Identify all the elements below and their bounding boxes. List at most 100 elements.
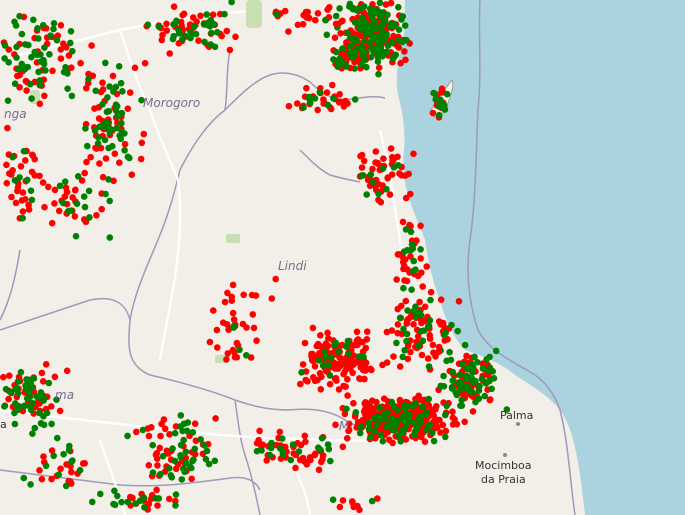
marker-red[interactable]	[340, 370, 347, 378]
marker-green[interactable]	[15, 65, 22, 73]
marker-red[interactable]	[332, 421, 339, 429]
marker-green[interactable]	[400, 413, 408, 421]
marker-green[interactable]	[443, 90, 451, 98]
marker-red[interactable]	[319, 452, 327, 459]
marker-red[interactable]	[213, 326, 221, 334]
marker-green[interactable]	[435, 111, 443, 119]
marker-red[interactable]	[398, 302, 405, 310]
marker-green[interactable]	[324, 441, 332, 448]
marker-green[interactable]	[40, 397, 47, 404]
marker-red[interactable]	[362, 367, 369, 374]
marker-green[interactable]	[41, 44, 48, 51]
marker-red[interactable]	[292, 464, 299, 472]
marker-green[interactable]	[318, 434, 326, 442]
marker-red[interactable]	[410, 150, 417, 158]
marker-green[interactable]	[27, 80, 34, 88]
marker-green[interactable]	[407, 228, 415, 236]
marker-green[interactable]	[76, 466, 84, 474]
marker-red[interactable]	[18, 197, 26, 204]
marker-green[interactable]	[18, 30, 26, 38]
marker-green[interactable]	[356, 429, 364, 437]
marker-red[interactable]	[394, 43, 402, 50]
marker-green[interactable]	[371, 414, 378, 422]
marker-red[interactable]	[407, 348, 414, 356]
marker-green[interactable]	[118, 119, 125, 127]
marker-green[interactable]	[316, 88, 324, 96]
marker-green[interactable]	[180, 465, 187, 472]
marker-red[interactable]	[110, 177, 117, 185]
marker-green[interactable]	[169, 445, 176, 452]
marker-green[interactable]	[356, 353, 363, 360]
marker-green[interactable]	[144, 21, 152, 29]
marker-green[interactable]	[442, 411, 449, 419]
marker-green[interactable]	[306, 99, 314, 107]
marker-green[interactable]	[35, 35, 42, 42]
marker-green[interactable]	[330, 56, 337, 63]
marker-red[interactable]	[430, 349, 437, 357]
marker-green[interactable]	[458, 402, 466, 410]
marker-green[interactable]	[374, 35, 381, 42]
marker-green[interactable]	[203, 447, 211, 455]
marker-green[interactable]	[458, 396, 466, 404]
marker-red[interactable]	[320, 96, 327, 103]
marker-red[interactable]	[93, 212, 100, 219]
marker-red[interactable]	[336, 354, 344, 361]
marker-green[interactable]	[378, 28, 386, 36]
marker-green[interactable]	[121, 147, 128, 154]
marker-red[interactable]	[303, 14, 311, 21]
marker-red[interactable]	[436, 416, 443, 424]
marker-red[interactable]	[71, 187, 79, 194]
marker-green[interactable]	[214, 29, 221, 36]
marker-green[interactable]	[342, 343, 350, 350]
marker-green[interactable]	[236, 346, 243, 354]
marker-green[interactable]	[92, 87, 99, 95]
marker-red[interactable]	[335, 386, 343, 393]
marker-green[interactable]	[68, 92, 76, 100]
marker-red[interactable]	[61, 193, 69, 200]
marker-red[interactable]	[14, 187, 21, 195]
marker-red[interactable]	[349, 369, 357, 377]
marker-green[interactable]	[469, 389, 476, 396]
marker-green[interactable]	[365, 419, 373, 427]
marker-green[interactable]	[327, 354, 335, 361]
marker-green[interactable]	[84, 142, 91, 150]
marker-green[interactable]	[401, 22, 409, 29]
marker-red[interactable]	[131, 64, 139, 72]
marker-red[interactable]	[394, 321, 402, 328]
marker-red[interactable]	[83, 84, 90, 92]
marker-green[interactable]	[19, 214, 27, 222]
marker-red[interactable]	[344, 392, 351, 399]
marker-red[interactable]	[315, 466, 323, 474]
marker-green[interactable]	[1, 42, 9, 49]
marker-red[interactable]	[31, 155, 38, 163]
marker-green[interactable]	[403, 337, 410, 345]
marker-red[interactable]	[259, 441, 267, 449]
marker-red[interactable]	[357, 32, 365, 39]
marker-green[interactable]	[390, 164, 398, 171]
marker-red[interactable]	[243, 324, 250, 331]
marker-red[interactable]	[363, 399, 370, 407]
marker-red[interactable]	[39, 378, 47, 385]
marker-red[interactable]	[399, 218, 407, 226]
marker-red[interactable]	[349, 498, 356, 505]
marker-red[interactable]	[345, 356, 353, 364]
marker-green[interactable]	[267, 444, 275, 452]
marker-red[interactable]	[451, 416, 458, 423]
marker-green[interactable]	[418, 403, 426, 410]
marker-green[interactable]	[425, 363, 433, 370]
marker-red[interactable]	[421, 317, 429, 325]
marker-red[interactable]	[353, 328, 361, 336]
marker-red[interactable]	[31, 172, 38, 179]
marker-red[interactable]	[153, 486, 160, 494]
marker-red[interactable]	[57, 55, 65, 62]
marker-red[interactable]	[36, 100, 44, 108]
marker-red[interactable]	[253, 439, 261, 447]
marker-green[interactable]	[105, 144, 112, 152]
marker-green[interactable]	[461, 341, 469, 349]
marker-green[interactable]	[378, 51, 386, 59]
marker-green[interactable]	[401, 402, 409, 409]
marker-red[interactable]	[138, 139, 146, 147]
marker-green[interactable]	[138, 96, 145, 104]
marker-green[interactable]	[295, 448, 303, 455]
marker-green[interactable]	[440, 383, 448, 390]
